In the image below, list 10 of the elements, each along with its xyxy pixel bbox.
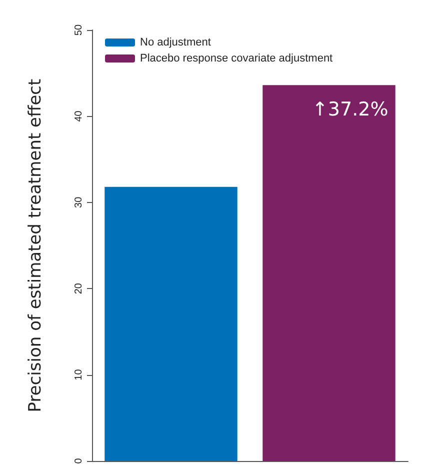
y-axis-title: Precision of estimated treatment effect xyxy=(26,78,46,412)
legend-label: Placebo response covariate adjustment xyxy=(140,52,333,64)
y-tick-label: 20 xyxy=(74,282,84,294)
y-tick-label: 40 xyxy=(74,110,84,122)
y-tick-label: 10 xyxy=(74,368,84,380)
annotation: ↑37.2% xyxy=(312,98,388,120)
y-tick-label: 50 xyxy=(74,24,84,36)
y-tick-label: 30 xyxy=(74,196,84,208)
legend-label: No adjustment xyxy=(140,36,211,48)
y-tick-label: 0 xyxy=(74,458,84,464)
